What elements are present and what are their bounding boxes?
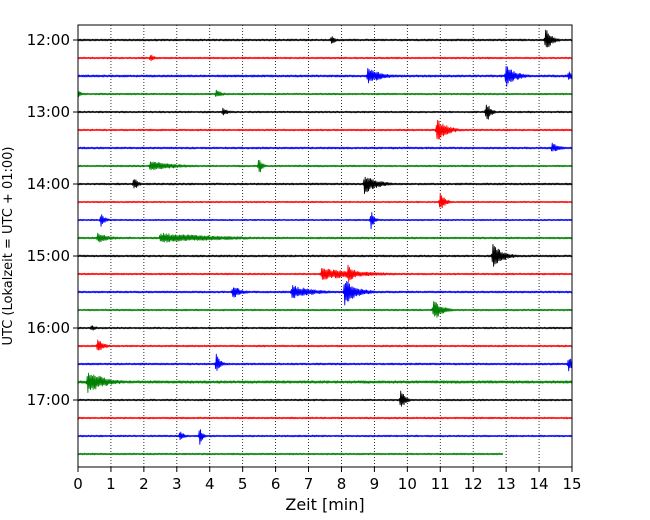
x-tick-label-2: 2 (139, 475, 149, 493)
trace-15:00 (77, 243, 573, 267)
trace-15:15 (77, 264, 573, 283)
trace-12:30 (77, 65, 573, 87)
trace-13:15 (77, 119, 573, 140)
trace-14:45 (77, 232, 573, 243)
trace-16:30 (77, 353, 573, 372)
trace-12:00 (77, 29, 573, 48)
x-tick-label-4: 4 (205, 475, 215, 493)
trace-16:00 (77, 325, 573, 331)
trace-14:15 (77, 193, 573, 209)
y-axis-ticks: 12:00 13:00 14:00 15:00 16:00 17:00 (27, 31, 78, 409)
trace-12:15 (77, 54, 573, 62)
x-tick-label-0: 0 (73, 475, 83, 493)
trace-13:30 (77, 142, 573, 152)
trace-13:00 (77, 104, 573, 120)
y-tick-label-14:00: 14:00 (27, 175, 70, 193)
x-tick-label-7: 7 (304, 475, 314, 493)
trace-15:30 (77, 280, 573, 306)
trace-14:00 (77, 176, 573, 195)
x-tick-label-10: 10 (398, 475, 417, 493)
x-tick-label-3: 3 (172, 475, 182, 493)
trace-16:45 (77, 372, 573, 393)
trace-14:30 (77, 212, 573, 230)
y-tick-label-15:00: 15:00 (27, 247, 70, 265)
trace-17:15 (77, 416, 573, 420)
trace-17:45 (77, 452, 504, 456)
x-axis-title: Zeit [min] (285, 495, 364, 514)
y-tick-label-17:00: 17:00 (27, 391, 70, 409)
plot-frame (77, 24, 573, 468)
trace-17:00 (77, 390, 573, 407)
trace-13:45 (77, 160, 573, 173)
x-tick-label-11: 11 (431, 475, 450, 493)
x-tick-label-8: 8 (337, 475, 347, 493)
x-tick-label-5: 5 (238, 475, 248, 493)
x-tick-label-13: 13 (497, 475, 516, 493)
trace-15:45 (77, 301, 573, 318)
x-tick-label-12: 12 (464, 475, 483, 493)
x-tick-label-9: 9 (370, 475, 380, 493)
plot-area (78, 25, 572, 467)
trace-17:30 (77, 429, 573, 445)
x-tick-label-6: 6 (271, 475, 281, 493)
y-axis-title: UTC (Lokalzeit = UTC + 01:00) (1, 147, 16, 346)
x-axis-ticks: 0 1 2 3 4 5 6 7 8 9 10 11 12 13 14 15 (73, 467, 582, 493)
y-tick-label-16:00: 16:00 (27, 319, 70, 337)
trace-12:45 (77, 89, 573, 98)
x-tick-label-14: 14 (530, 475, 549, 493)
trace-16:15 (77, 339, 573, 351)
y-tick-label-12:00: 12:00 (27, 31, 70, 49)
x-tick-label-15: 15 (562, 475, 581, 493)
x-tick-label-1: 1 (106, 475, 116, 493)
y-tick-label-13:00: 13:00 (27, 103, 70, 121)
seismogram-traces (77, 29, 573, 456)
